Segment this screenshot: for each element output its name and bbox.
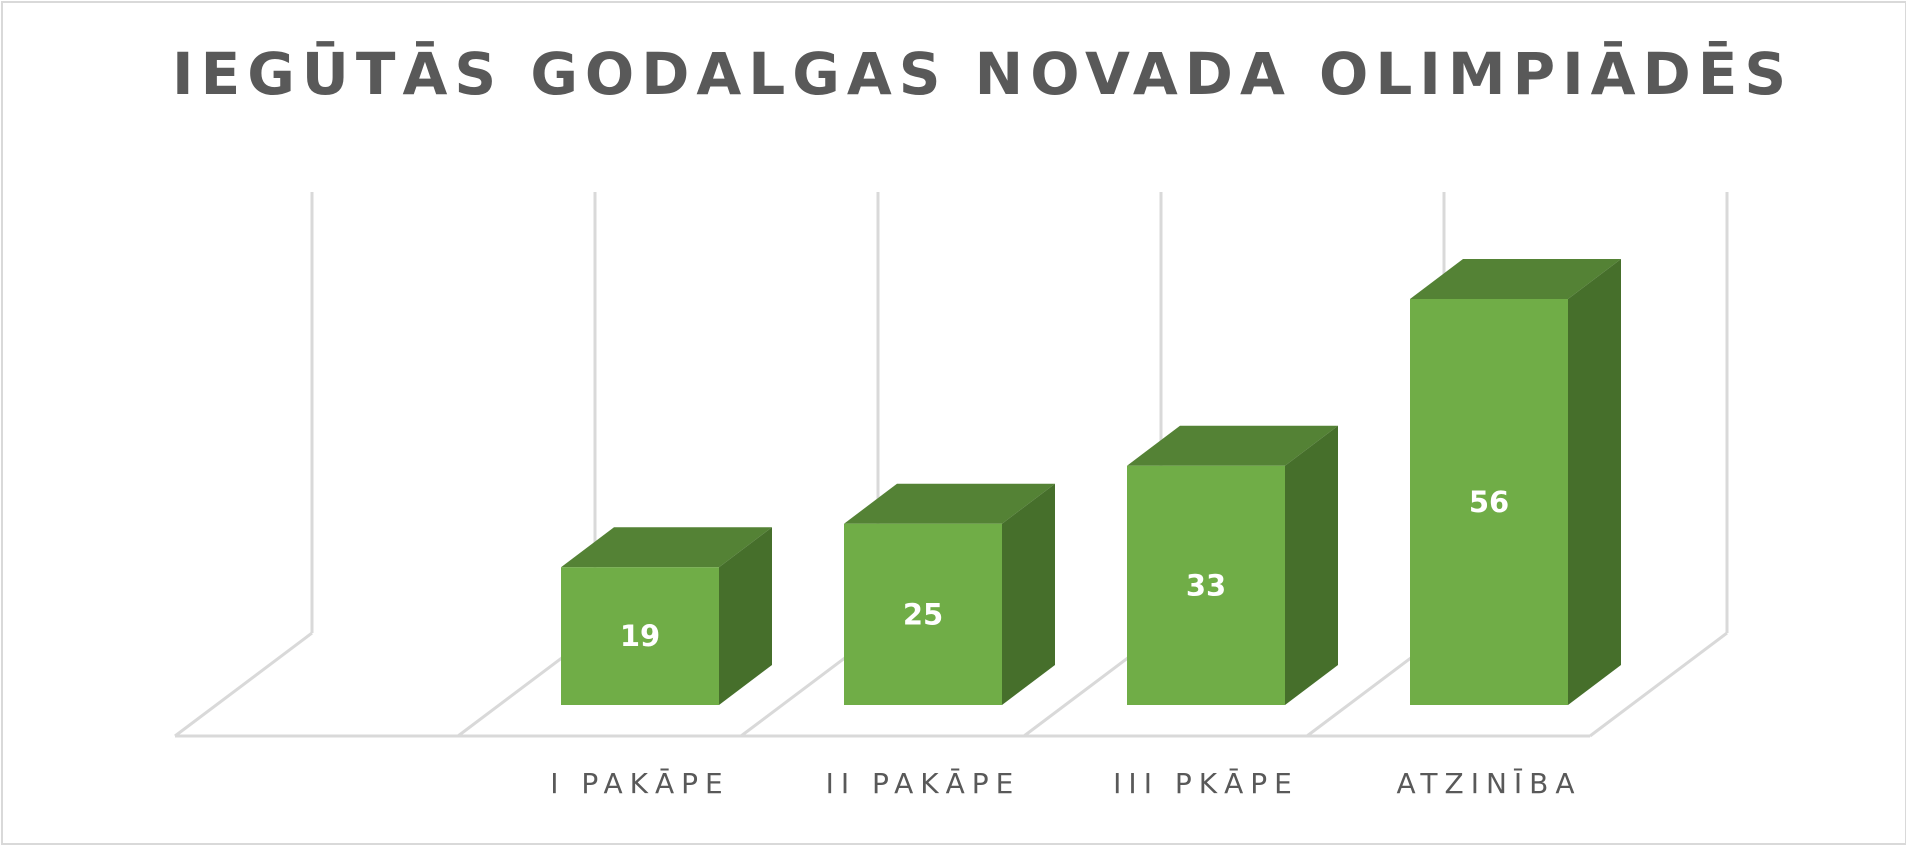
bar xyxy=(844,523,1002,705)
data-label: 33 xyxy=(1186,568,1226,602)
category-label: II PAKĀPE xyxy=(826,767,1021,800)
bar-top-face xyxy=(1127,425,1338,466)
bar-top-face xyxy=(1410,259,1621,299)
data-label: 56 xyxy=(1469,485,1509,519)
chart-title: IEGŪTĀS GODALGAS NOVADA OLIMPIĀDĒS xyxy=(172,40,1794,108)
bar-top-face xyxy=(844,483,1055,524)
category-label: III PKĀPE xyxy=(1113,767,1299,800)
bar xyxy=(1127,465,1285,705)
data-label: 19 xyxy=(620,619,660,653)
bar-side-face xyxy=(1285,425,1338,705)
bar-top-face xyxy=(561,527,772,568)
bar-side-face xyxy=(1002,483,1055,705)
category-label: I PAKĀPE xyxy=(550,767,730,800)
category-label: ATZINĪBA xyxy=(1396,767,1581,800)
data-label: 25 xyxy=(903,597,943,631)
bar-side-face xyxy=(1568,259,1621,705)
bar xyxy=(1410,299,1568,705)
floor-gridline xyxy=(174,631,313,738)
category-axis-labels: I PAKĀPE II PAKĀPE III PKĀPE ATZINĪBA xyxy=(550,767,1581,800)
bar xyxy=(561,567,719,705)
floor-gridline xyxy=(1589,631,1728,738)
bars: 19 25 33 56 xyxy=(561,259,1621,705)
bar-side-face xyxy=(719,527,772,705)
